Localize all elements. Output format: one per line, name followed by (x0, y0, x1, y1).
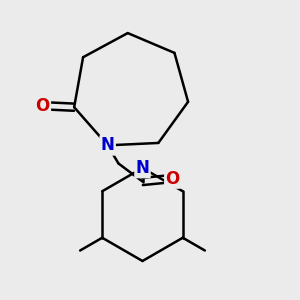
Text: O: O (165, 169, 180, 188)
Text: N: N (136, 159, 149, 177)
Text: O: O (35, 97, 50, 115)
Text: N: N (101, 136, 115, 154)
